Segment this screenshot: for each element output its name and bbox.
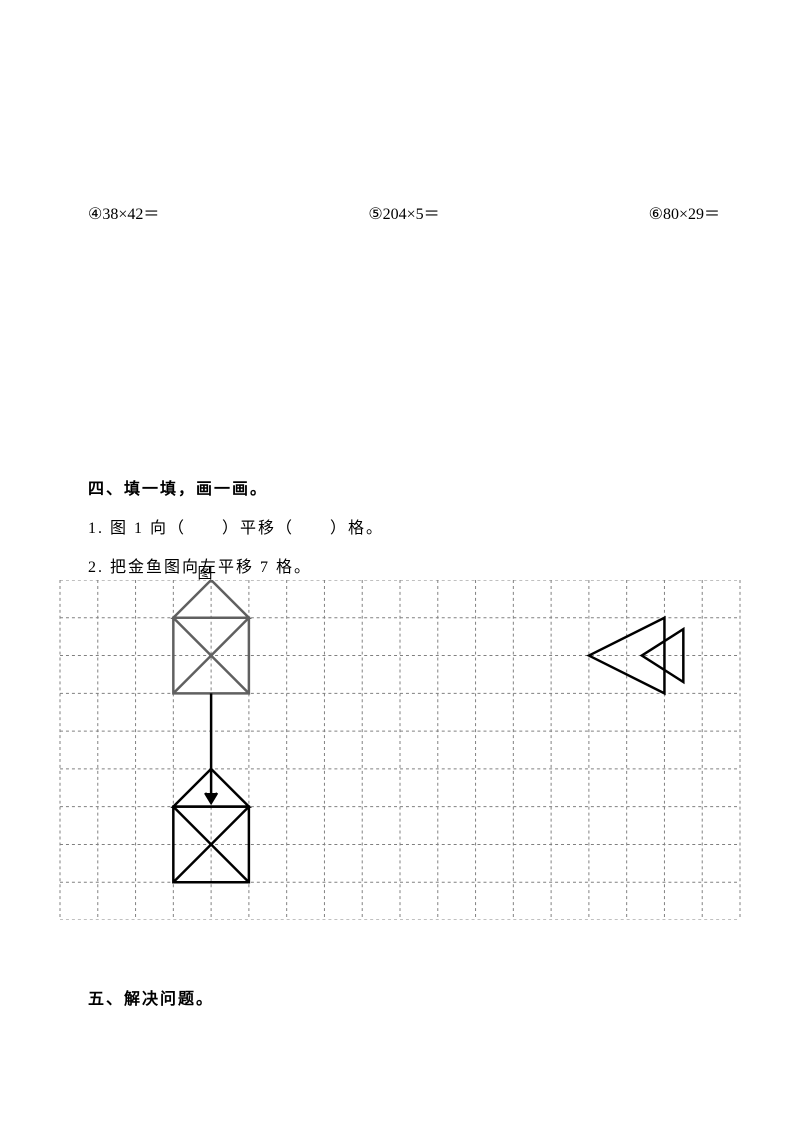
section-4-item-1: 1. 图 1 向（ ）平移（ ）格。 bbox=[88, 514, 720, 538]
grid-svg bbox=[50, 580, 750, 920]
problem-4: ④38×42＝ bbox=[88, 200, 159, 224]
grid-diagram: 图 bbox=[50, 580, 750, 920]
problems-row: ④38×42＝ ⑤204×5＝ ⑥80×29＝ bbox=[88, 200, 720, 224]
problem-5: ⑤204×5＝ bbox=[368, 200, 439, 224]
grid-figure-label: 图 bbox=[198, 562, 213, 583]
problem-6: ⑥80×29＝ bbox=[649, 200, 720, 224]
section-4: 四、填一填，画一画。 1. 图 1 向（ ）平移（ ）格。 2. 把金鱼图向左平… bbox=[88, 475, 720, 577]
section-4-item-2: 2. 把金鱼图向左平移 7 格。 bbox=[88, 553, 720, 577]
section-4-title: 四、填一填，画一画。 bbox=[88, 475, 720, 499]
section-5-title: 五、解决问题。 bbox=[88, 985, 214, 1009]
